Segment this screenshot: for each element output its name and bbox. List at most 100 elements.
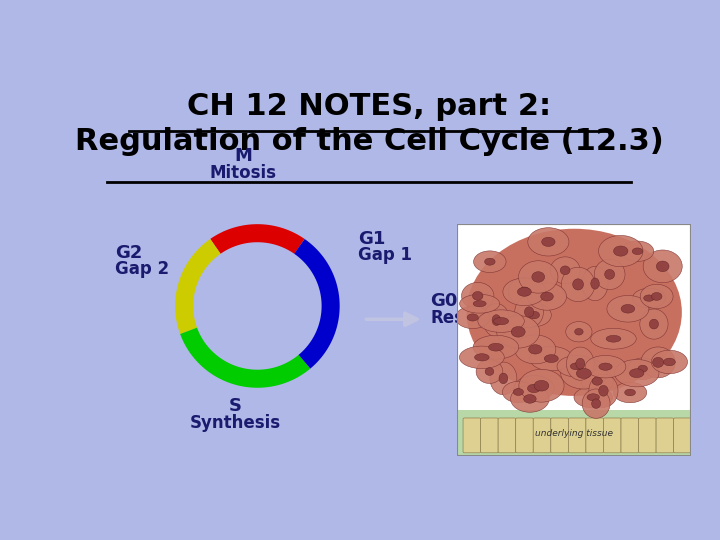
Ellipse shape bbox=[566, 322, 592, 342]
Ellipse shape bbox=[518, 261, 558, 293]
Ellipse shape bbox=[613, 246, 628, 256]
Ellipse shape bbox=[633, 288, 665, 308]
FancyBboxPatch shape bbox=[463, 418, 481, 453]
Ellipse shape bbox=[523, 395, 536, 403]
FancyBboxPatch shape bbox=[674, 418, 691, 453]
Ellipse shape bbox=[528, 283, 567, 310]
Text: Synthesis: Synthesis bbox=[189, 414, 281, 431]
Ellipse shape bbox=[591, 278, 599, 289]
Text: G1: G1 bbox=[358, 230, 385, 248]
Ellipse shape bbox=[528, 311, 539, 319]
Ellipse shape bbox=[570, 363, 583, 370]
Text: S: S bbox=[228, 397, 242, 415]
FancyBboxPatch shape bbox=[481, 418, 498, 453]
Ellipse shape bbox=[513, 389, 523, 395]
FancyBboxPatch shape bbox=[551, 418, 568, 453]
Ellipse shape bbox=[632, 248, 643, 254]
Text: Resting: Resting bbox=[431, 308, 502, 327]
Ellipse shape bbox=[499, 373, 508, 384]
Ellipse shape bbox=[473, 335, 518, 359]
Ellipse shape bbox=[640, 284, 673, 308]
FancyBboxPatch shape bbox=[457, 410, 691, 456]
Ellipse shape bbox=[594, 259, 625, 289]
Ellipse shape bbox=[474, 354, 489, 361]
FancyBboxPatch shape bbox=[516, 418, 534, 453]
Ellipse shape bbox=[649, 319, 659, 329]
Ellipse shape bbox=[664, 358, 675, 366]
Ellipse shape bbox=[532, 272, 544, 282]
Ellipse shape bbox=[576, 368, 591, 379]
Ellipse shape bbox=[474, 251, 506, 273]
Ellipse shape bbox=[541, 292, 554, 301]
Ellipse shape bbox=[587, 394, 600, 401]
Ellipse shape bbox=[497, 315, 540, 348]
FancyBboxPatch shape bbox=[498, 418, 516, 453]
Ellipse shape bbox=[459, 294, 500, 313]
Ellipse shape bbox=[510, 386, 549, 412]
Ellipse shape bbox=[576, 358, 585, 369]
Ellipse shape bbox=[528, 384, 541, 393]
Text: G2: G2 bbox=[115, 244, 143, 262]
Ellipse shape bbox=[567, 347, 594, 380]
FancyBboxPatch shape bbox=[568, 418, 586, 453]
Ellipse shape bbox=[607, 295, 649, 322]
Ellipse shape bbox=[524, 307, 534, 317]
FancyBboxPatch shape bbox=[639, 418, 656, 453]
Ellipse shape bbox=[605, 269, 615, 279]
Ellipse shape bbox=[560, 266, 570, 275]
FancyBboxPatch shape bbox=[457, 224, 691, 456]
Ellipse shape bbox=[478, 310, 524, 332]
Ellipse shape bbox=[581, 369, 613, 394]
FancyBboxPatch shape bbox=[586, 418, 603, 453]
Ellipse shape bbox=[456, 306, 490, 328]
Ellipse shape bbox=[585, 355, 626, 378]
Text: CH 12 NOTES, part 2:
Regulation of the Cell Cycle (12.3): CH 12 NOTES, part 2: Regulation of the C… bbox=[75, 92, 663, 156]
Ellipse shape bbox=[515, 296, 544, 328]
Ellipse shape bbox=[613, 382, 647, 403]
FancyBboxPatch shape bbox=[656, 418, 674, 453]
Ellipse shape bbox=[599, 363, 612, 370]
Ellipse shape bbox=[508, 278, 541, 305]
Ellipse shape bbox=[485, 368, 494, 375]
Ellipse shape bbox=[572, 279, 583, 290]
Ellipse shape bbox=[503, 278, 546, 306]
Ellipse shape bbox=[476, 360, 503, 383]
Ellipse shape bbox=[561, 358, 607, 389]
Ellipse shape bbox=[459, 346, 504, 369]
Ellipse shape bbox=[574, 387, 613, 408]
Ellipse shape bbox=[490, 362, 517, 395]
Ellipse shape bbox=[544, 355, 558, 362]
Ellipse shape bbox=[614, 360, 659, 387]
Ellipse shape bbox=[582, 389, 610, 419]
Ellipse shape bbox=[467, 314, 478, 321]
Ellipse shape bbox=[606, 335, 621, 342]
FancyBboxPatch shape bbox=[603, 418, 621, 453]
Ellipse shape bbox=[557, 356, 596, 377]
Text: Mitosis: Mitosis bbox=[210, 164, 277, 182]
Ellipse shape bbox=[628, 358, 657, 380]
Ellipse shape bbox=[516, 303, 552, 327]
Ellipse shape bbox=[514, 375, 554, 401]
Ellipse shape bbox=[518, 287, 531, 296]
Ellipse shape bbox=[592, 399, 600, 408]
Ellipse shape bbox=[643, 250, 683, 283]
Ellipse shape bbox=[467, 229, 682, 396]
FancyBboxPatch shape bbox=[621, 418, 639, 453]
Text: G0: G0 bbox=[431, 292, 458, 310]
Ellipse shape bbox=[644, 295, 654, 301]
Ellipse shape bbox=[550, 257, 580, 284]
Ellipse shape bbox=[485, 258, 495, 265]
Ellipse shape bbox=[641, 347, 675, 378]
Ellipse shape bbox=[483, 303, 510, 337]
Ellipse shape bbox=[515, 335, 556, 364]
Ellipse shape bbox=[511, 327, 525, 337]
FancyBboxPatch shape bbox=[534, 418, 551, 453]
Ellipse shape bbox=[638, 365, 647, 372]
Ellipse shape bbox=[598, 235, 643, 267]
Ellipse shape bbox=[492, 315, 500, 326]
Ellipse shape bbox=[472, 292, 483, 300]
Ellipse shape bbox=[589, 374, 618, 407]
Text: Gap 2: Gap 2 bbox=[115, 260, 169, 279]
Ellipse shape bbox=[591, 328, 636, 349]
Ellipse shape bbox=[519, 287, 530, 296]
